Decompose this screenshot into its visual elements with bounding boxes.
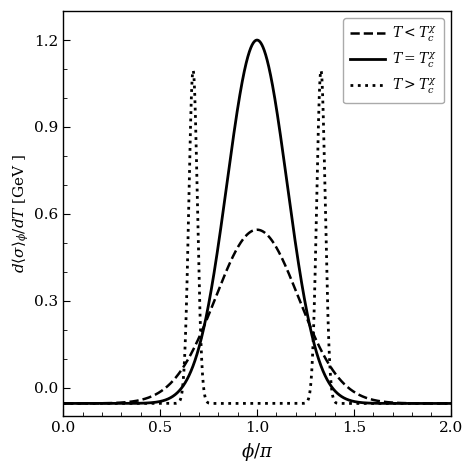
$T=T_c^\chi$ bbox=[312, 346, 318, 351]
$T>T_c^\chi$ bbox=[448, 401, 454, 406]
$T>T_c^\chi$ bbox=[131, 401, 137, 406]
$T<T_c^\chi$ bbox=[379, 399, 385, 404]
$T<T_c^\chi$ bbox=[209, 305, 214, 311]
$T<T_c^\chi$ bbox=[448, 401, 454, 406]
$T>T_c^\chi$ bbox=[61, 401, 66, 406]
$T=T_c^\chi$ bbox=[209, 286, 214, 292]
$T=T_c^\chi$ bbox=[293, 242, 299, 248]
Line: $T=T_c^\chi$: $T=T_c^\chi$ bbox=[64, 40, 451, 403]
Line: $T>T_c^\chi$: $T>T_c^\chi$ bbox=[64, 71, 451, 403]
$T=T_c^\chi$ bbox=[61, 401, 66, 406]
Line: $T<T_c^\chi$: $T<T_c^\chi$ bbox=[64, 230, 451, 403]
$T>T_c^\chi$ bbox=[293, 401, 299, 406]
$T<T_c^\chi$ bbox=[254, 227, 260, 233]
$T<T_c^\chi$ bbox=[312, 336, 318, 341]
$T=T_c^\chi$ bbox=[131, 401, 137, 406]
$T<T_c^\chi$ bbox=[293, 288, 299, 293]
$T<T_c^\chi$ bbox=[61, 401, 66, 406]
$T=T_c^\chi$ bbox=[350, 398, 356, 404]
$T>T_c^\chi$ bbox=[350, 401, 356, 406]
$T>T_c^\chi$ bbox=[190, 68, 196, 73]
$T>T_c^\chi$ bbox=[379, 401, 385, 406]
Legend: $T<T_c^\chi$, $T=T_c^\chi$, $T>T_c^\chi$: $T<T_c^\chi$, $T=T_c^\chi$, $T>T_c^\chi$ bbox=[343, 18, 444, 103]
X-axis label: $\phi/\pi$: $\phi/\pi$ bbox=[241, 441, 273, 463]
Y-axis label: $d\langle\sigma\rangle_\phi/dT\ [\mathrm{GeV}\ ]$: $d\langle\sigma\rangle_\phi/dT\ [\mathrm… bbox=[11, 154, 31, 273]
$T=T_c^\chi$ bbox=[448, 401, 454, 406]
$T>T_c^\chi$ bbox=[312, 260, 318, 266]
$T=T_c^\chi$ bbox=[379, 401, 385, 406]
$T<T_c^\chi$ bbox=[350, 388, 356, 394]
$T<T_c^\chi$ bbox=[131, 399, 137, 404]
$T>T_c^\chi$ bbox=[209, 401, 214, 406]
$T=T_c^\chi$ bbox=[254, 37, 260, 43]
